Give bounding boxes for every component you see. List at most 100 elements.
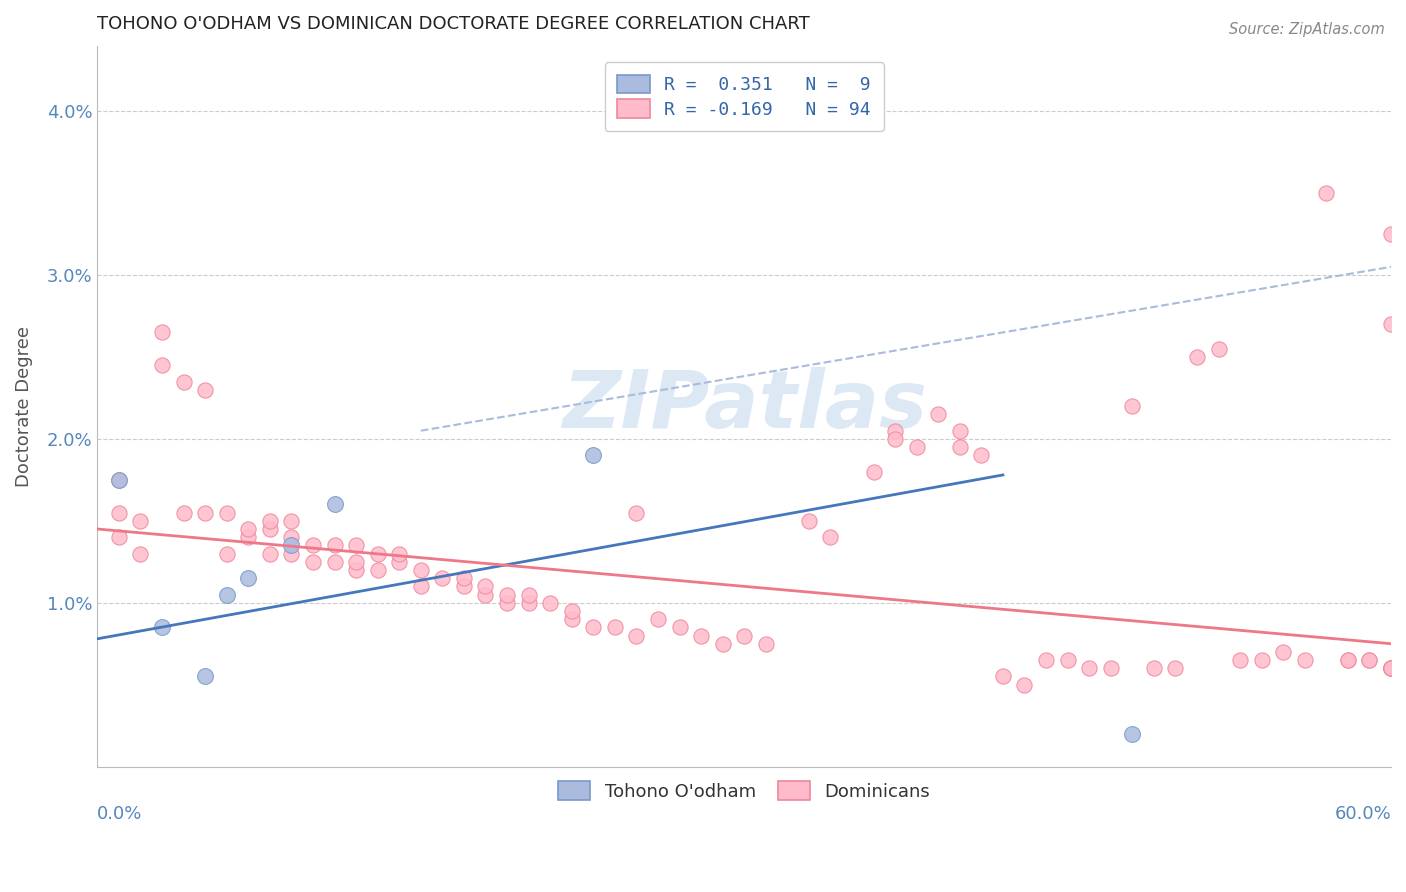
Point	[1250, 653, 1272, 667]
Point	[302, 538, 325, 552]
Point	[797, 514, 820, 528]
Point	[388, 547, 411, 561]
Text: 0.0%: 0.0%	[97, 805, 143, 823]
Point	[582, 620, 605, 634]
Y-axis label: Doctorate Degree: Doctorate Degree	[15, 326, 32, 487]
Point	[108, 473, 131, 487]
Legend: Tohono O'odham, Dominicans: Tohono O'odham, Dominicans	[547, 771, 941, 812]
Point	[517, 596, 540, 610]
Point	[280, 530, 302, 544]
Point	[496, 596, 519, 610]
Point	[1229, 653, 1251, 667]
Point	[388, 555, 411, 569]
Point	[1358, 653, 1381, 667]
Point	[561, 604, 583, 618]
Point	[150, 326, 173, 340]
Point	[626, 506, 648, 520]
Point	[129, 514, 152, 528]
Point	[927, 407, 949, 421]
Point	[905, 440, 928, 454]
Point	[1379, 661, 1402, 675]
Point	[1379, 661, 1402, 675]
Point	[367, 547, 389, 561]
Point	[1358, 653, 1381, 667]
Point	[1337, 653, 1360, 667]
Point	[884, 432, 907, 446]
Point	[733, 628, 755, 642]
Point	[344, 538, 367, 552]
Point	[1164, 661, 1187, 675]
Point	[1379, 661, 1402, 675]
Point	[194, 383, 217, 397]
Point	[238, 530, 260, 544]
Point	[150, 358, 173, 372]
Point	[668, 620, 690, 634]
Point	[1379, 227, 1402, 241]
Point	[259, 547, 281, 561]
Point	[215, 588, 238, 602]
Point	[1379, 317, 1402, 331]
Point	[215, 547, 238, 561]
Point	[215, 506, 238, 520]
Text: ZIPatlas: ZIPatlas	[561, 368, 927, 445]
Point	[1379, 661, 1402, 675]
Point	[517, 588, 540, 602]
Point	[432, 571, 454, 585]
Point	[949, 424, 972, 438]
Point	[496, 588, 519, 602]
Point	[129, 547, 152, 561]
Point	[1121, 399, 1143, 413]
Point	[280, 538, 302, 552]
Point	[453, 571, 475, 585]
Point	[409, 563, 432, 577]
Point	[538, 596, 561, 610]
Point	[949, 440, 972, 454]
Point	[194, 669, 217, 683]
Point	[280, 547, 302, 561]
Point	[259, 522, 281, 536]
Point	[755, 637, 778, 651]
Point	[1208, 342, 1230, 356]
Point	[626, 628, 648, 642]
Point	[409, 579, 432, 593]
Text: Source: ZipAtlas.com: Source: ZipAtlas.com	[1229, 22, 1385, 37]
Point	[474, 579, 496, 593]
Point	[367, 563, 389, 577]
Text: TOHONO O'ODHAM VS DOMINICAN DOCTORATE DEGREE CORRELATION CHART: TOHONO O'ODHAM VS DOMINICAN DOCTORATE DE…	[97, 15, 810, 33]
Point	[1121, 727, 1143, 741]
Point	[108, 530, 131, 544]
Point	[1315, 186, 1337, 201]
Point	[173, 506, 195, 520]
Point	[1272, 645, 1295, 659]
Point	[1185, 350, 1208, 364]
Point	[323, 555, 346, 569]
Point	[173, 375, 195, 389]
Point	[647, 612, 669, 626]
Point	[690, 628, 713, 642]
Point	[1379, 661, 1402, 675]
Point	[862, 465, 884, 479]
Point	[453, 579, 475, 593]
Point	[474, 588, 496, 602]
Point	[582, 448, 605, 462]
Point	[108, 473, 131, 487]
Point	[884, 424, 907, 438]
Point	[194, 506, 217, 520]
Point	[238, 571, 260, 585]
Point	[711, 637, 734, 651]
Point	[991, 669, 1014, 683]
Point	[150, 620, 173, 634]
Point	[970, 448, 993, 462]
Point	[1056, 653, 1078, 667]
Point	[1035, 653, 1057, 667]
Point	[344, 555, 367, 569]
Point	[280, 514, 302, 528]
Point	[108, 506, 131, 520]
Point	[1099, 661, 1122, 675]
Point	[344, 563, 367, 577]
Point	[323, 498, 346, 512]
Point	[1294, 653, 1316, 667]
Point	[1379, 661, 1402, 675]
Point	[603, 620, 626, 634]
Point	[820, 530, 842, 544]
